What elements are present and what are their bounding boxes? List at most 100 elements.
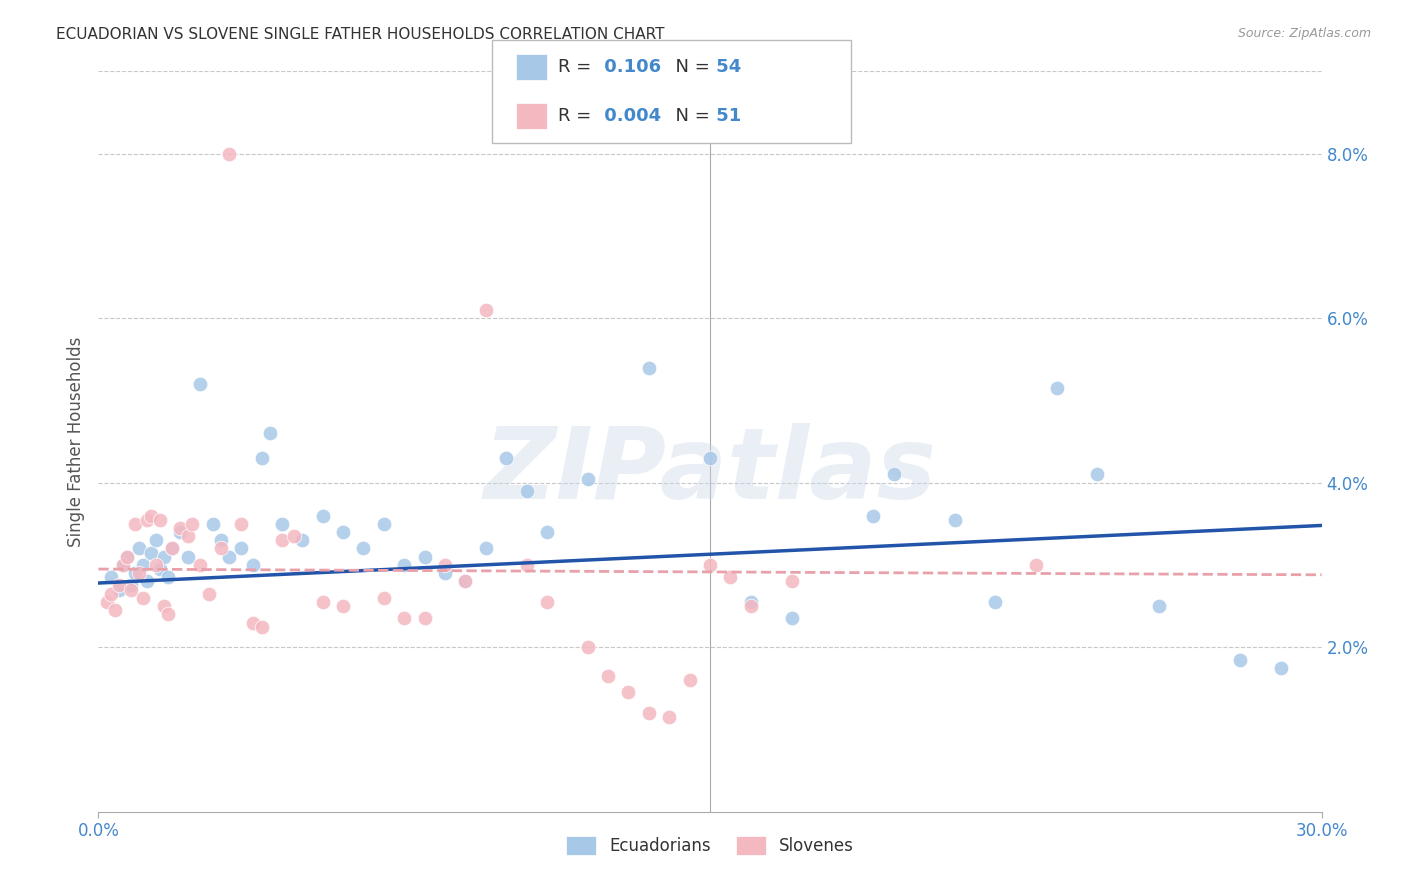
Point [115,549,138,564]
Point [943,513,966,527]
Text: 0.004: 0.004 [598,107,661,125]
Point [145,558,167,572]
Point [141,508,163,523]
Point [270,516,294,531]
Point [124,516,146,531]
Point [576,472,599,486]
Point [149,562,172,576]
Point [617,685,640,699]
Point [474,541,498,556]
Point [373,591,395,605]
Text: 51: 51 [710,107,741,125]
Point [152,599,174,613]
Point [108,578,131,592]
Point [413,611,436,625]
Text: R =: R = [558,58,598,76]
Text: 54: 54 [710,58,741,76]
Point [231,541,253,556]
Point [100,587,122,601]
Point [536,524,558,539]
Text: R =: R = [558,107,598,125]
Point [156,570,179,584]
Point [454,574,477,589]
Legend: Ecuadorians, Slovenes: Ecuadorians, Slovenes [567,836,853,855]
Point [1270,661,1292,675]
Point [516,483,538,498]
Point [984,595,1007,609]
Point [96,595,118,609]
Point [132,591,155,605]
Point [1045,381,1069,395]
Point [177,529,200,543]
Point [433,558,456,572]
Point [312,508,335,523]
Text: N =: N = [664,107,716,125]
Point [1085,467,1108,482]
Point [433,566,456,581]
Point [152,549,174,564]
Text: N =: N = [664,58,716,76]
Point [177,549,200,564]
Point [352,541,374,556]
Point [312,595,335,609]
Point [780,574,803,589]
Point [259,426,281,441]
Point [209,533,232,548]
Text: ECUADORIAN VS SLOVENE SINGLE FATHER HOUSEHOLDS CORRELATION CHART: ECUADORIAN VS SLOVENE SINGLE FATHER HOUS… [56,27,665,42]
Point [283,529,305,543]
Point [576,640,599,655]
Point [124,566,146,581]
Point [201,516,224,531]
Point [270,533,294,548]
Point [136,574,159,589]
Point [332,599,354,613]
Point [536,595,558,609]
Point [111,558,134,572]
Point [132,558,155,572]
Point [169,524,191,539]
Point [637,360,661,375]
Point [169,521,191,535]
Point [111,558,134,572]
Point [373,516,395,531]
Point [718,570,742,584]
Point [250,450,273,465]
Text: ZIPatlas: ZIPatlas [484,423,936,520]
Point [495,450,517,465]
Text: Source: ZipAtlas.com: Source: ZipAtlas.com [1237,27,1371,40]
Point [145,533,167,548]
Point [231,516,253,531]
Point [474,302,498,317]
Point [218,146,240,161]
Point [149,513,172,527]
Point [291,533,314,548]
Point [596,669,619,683]
Point [637,706,661,720]
Point [141,546,163,560]
Point [1025,558,1047,572]
Point [699,558,721,572]
Point [658,710,681,724]
Text: 0.106: 0.106 [598,58,661,76]
Point [516,558,538,572]
Point [197,587,219,601]
Point [181,516,204,531]
Point [100,570,122,584]
Point [218,549,240,564]
Y-axis label: Single Father Households: Single Father Households [66,336,84,547]
Point [104,603,127,617]
Point [883,467,905,482]
Point [1147,599,1170,613]
Point [128,566,150,581]
Point [332,524,354,539]
Point [1229,652,1251,666]
Point [188,558,212,572]
Point [242,558,264,572]
Point [160,541,183,556]
Point [136,513,159,527]
Point [209,541,232,556]
Point [454,574,477,589]
Point [679,673,702,687]
Point [188,376,212,391]
Point [120,578,142,592]
